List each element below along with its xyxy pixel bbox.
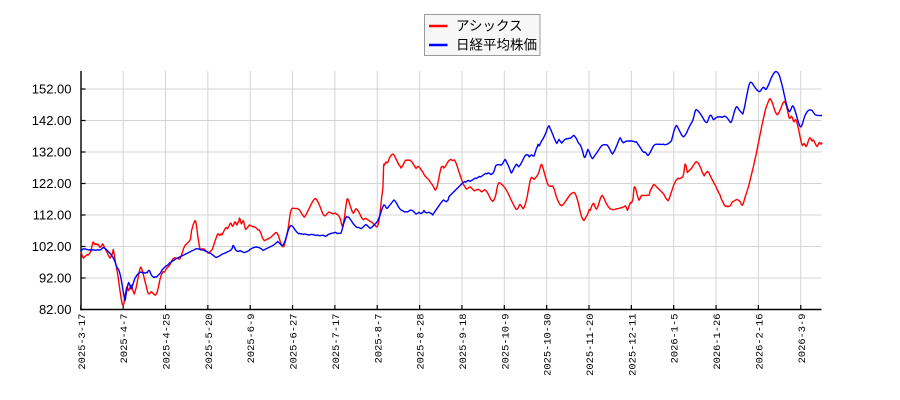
svg-text:2026-1-5: 2026-1-5: [670, 314, 682, 364]
svg-text:2025-6-9: 2025-6-9: [246, 314, 258, 364]
svg-text:2026-1-26: 2026-1-26: [712, 314, 724, 370]
svg-text:アシックス: アシックス: [456, 19, 523, 34]
svg-text:2025-4-7: 2025-4-7: [119, 314, 131, 364]
svg-text:2025-11-20: 2025-11-20: [585, 314, 597, 376]
svg-text:2025-7-17: 2025-7-17: [331, 314, 343, 370]
svg-text:2025-8-28: 2025-8-28: [416, 314, 428, 370]
svg-text:152.00: 152.00: [32, 82, 72, 97]
svg-text:112.00: 112.00: [33, 208, 72, 223]
svg-text:日経平均株価: 日経平均株価: [456, 38, 537, 53]
svg-text:2025-4-25: 2025-4-25: [162, 314, 174, 370]
svg-text:82.00: 82.00: [39, 302, 72, 317]
svg-text:142.00: 142.00: [32, 113, 72, 128]
svg-text:102.00: 102.00: [32, 239, 72, 254]
svg-text:2025-12-11: 2025-12-11: [627, 314, 639, 376]
svg-text:2025-6-27: 2025-6-27: [289, 314, 301, 370]
svg-text:2025-8-7: 2025-8-7: [373, 314, 385, 364]
svg-text:2025-10-30: 2025-10-30: [543, 314, 555, 376]
svg-text:92.00: 92.00: [39, 271, 72, 286]
svg-text:132.00: 132.00: [32, 145, 72, 160]
svg-text:2025-9-18: 2025-9-18: [458, 314, 470, 370]
svg-text:2026-3-9: 2026-3-9: [797, 314, 809, 364]
svg-text:2025-10-9: 2025-10-9: [500, 314, 512, 370]
svg-text:2025-5-20: 2025-5-20: [204, 314, 216, 370]
svg-text:2026-2-16: 2026-2-16: [754, 314, 766, 370]
svg-text:2025-3-17: 2025-3-17: [77, 314, 89, 370]
svg-text:122.00: 122.00: [32, 176, 72, 191]
